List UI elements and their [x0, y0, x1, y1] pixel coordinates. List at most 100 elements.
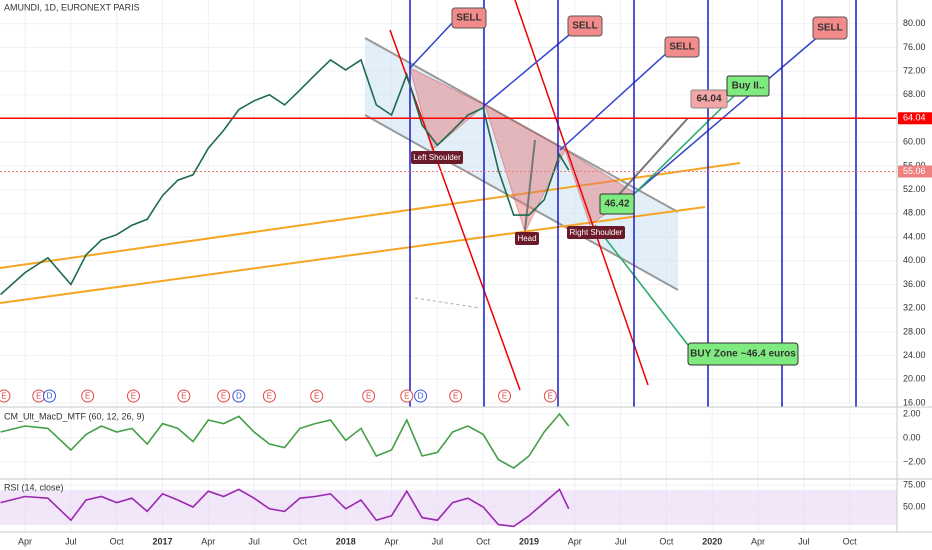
x-tick-label: Oct — [293, 536, 308, 546]
event-marker — [414, 389, 428, 403]
event-label: E — [502, 392, 507, 401]
x-tick-label: Jul — [248, 536, 260, 546]
y-tick-label: 36.00 — [903, 279, 926, 289]
buy-zone-label: BUY Zone ~46.4 euros — [690, 349, 796, 360]
price-tag — [898, 112, 932, 125]
event-label: E — [404, 392, 409, 401]
event-marker — [126, 389, 140, 403]
x-tick-label: Jul — [615, 536, 627, 546]
event-label: E — [267, 392, 272, 401]
grid — [0, 0, 897, 532]
channel-line — [364, 114, 679, 291]
channel-line — [364, 37, 679, 213]
x-tick-label: Apr — [385, 536, 399, 546]
event-label: D — [418, 392, 424, 401]
x-tick-label: Apr — [18, 536, 32, 546]
arrow — [514, 0, 649, 386]
event-label: D — [236, 392, 242, 401]
pattern — [409, 67, 486, 151]
dashed-line — [414, 297, 481, 309]
event-marker — [310, 389, 324, 403]
y-tick-label: −2.00 — [903, 456, 926, 466]
trend-line — [0, 162, 741, 269]
event-marker — [262, 389, 276, 403]
connector — [594, 224, 689, 346]
x-tick-label: Jul — [432, 536, 444, 546]
event-marker — [81, 389, 95, 403]
event-label: E — [221, 392, 226, 401]
trend-line — [0, 206, 706, 304]
price-label: 46.42 — [604, 199, 629, 210]
y-tick-label: 68.00 — [903, 89, 926, 99]
event-label: E — [131, 392, 136, 401]
y-tick-label: 20.00 — [903, 374, 926, 384]
y-tick-label: 76.00 — [903, 42, 926, 52]
x-tick-label: 2020 — [702, 536, 722, 546]
y-tick-label: 48.00 — [903, 208, 926, 218]
sell-label: SELL — [572, 21, 598, 32]
series-line — [0, 412, 570, 469]
y-tick-label: 2.00 — [903, 408, 921, 418]
buy-label: Buy II.. — [732, 81, 765, 92]
event-marker — [449, 389, 463, 403]
sell-label: SELL — [669, 42, 695, 53]
chart-title: AMUNDI, 1D, EURONEXT PARIS — [4, 2, 140, 12]
connector — [409, 19, 456, 69]
event-marker — [362, 389, 376, 403]
series-line — [0, 58, 570, 296]
y-tick-label: 52.00 — [903, 184, 926, 194]
series-line — [0, 488, 570, 528]
panel-borders — [0, 0, 932, 533]
x-tick-label: 2018 — [336, 536, 356, 546]
y-tick-label: 28.00 — [903, 326, 926, 336]
y-tick-label: 24.00 — [903, 350, 926, 360]
event-marker — [0, 389, 11, 403]
y-tick-label: 40.00 — [903, 255, 926, 265]
price-tag-label: 64.04 — [903, 113, 926, 123]
event-marker — [232, 389, 246, 403]
event-label: E — [366, 392, 371, 401]
event-label: E — [314, 392, 319, 401]
x-tick-label: Oct — [110, 536, 125, 546]
axes: Apr Jul Oct 2017 Apr Jul Oct 2018 Apr Jul Oct 2019 A… — [18, 18, 932, 546]
y-tick-label: 56.00 — [903, 160, 926, 170]
event-label: E — [181, 392, 186, 401]
y-tick-label: 75.00 — [903, 479, 926, 489]
x-tick-label: Apr — [568, 536, 582, 546]
x-tick-label: 2017 — [152, 536, 172, 546]
price-tag — [898, 165, 932, 178]
event-marker — [177, 389, 191, 403]
event-marker — [217, 389, 231, 403]
event-label: E — [36, 392, 41, 401]
event-marker — [400, 389, 414, 403]
event-marker — [42, 389, 56, 403]
event-label: D — [47, 392, 53, 401]
y-tick-label: 80.00 — [903, 18, 926, 28]
annotations: SELL SELL SELL SELL 64.04 Buy II.. 46.42… — [411, 7, 848, 366]
connector — [559, 49, 671, 151]
event-marker — [498, 389, 512, 403]
event-label: E — [1, 392, 6, 401]
x-tick-label: Apr — [201, 536, 215, 546]
price-tag-label: 55.06 — [903, 166, 926, 176]
event-label: E — [548, 392, 553, 401]
event-label: E — [85, 392, 90, 401]
pattern-label: Head — [517, 234, 536, 243]
panel-title: RSI (14, close) — [4, 482, 64, 492]
x-tick-label: Oct — [843, 536, 858, 546]
x-tick-label: Jul — [798, 536, 810, 546]
x-tick-label: Oct — [659, 536, 674, 546]
cycle-lines — [409, 0, 857, 407]
connector — [484, 29, 576, 106]
event-label: E — [453, 392, 458, 401]
y-tick-label: 16.00 — [903, 397, 926, 407]
y-tick-label: 0.00 — [903, 432, 921, 442]
x-tick-label: 2019 — [519, 536, 539, 546]
x-tick-label: Jul — [65, 536, 77, 546]
sell-label: SELL — [817, 23, 843, 34]
pattern-label: Right Shoulder — [570, 228, 623, 237]
panel-title: CM_Ult_MacD_MTF (60, 12, 26, 9) — [4, 411, 145, 421]
